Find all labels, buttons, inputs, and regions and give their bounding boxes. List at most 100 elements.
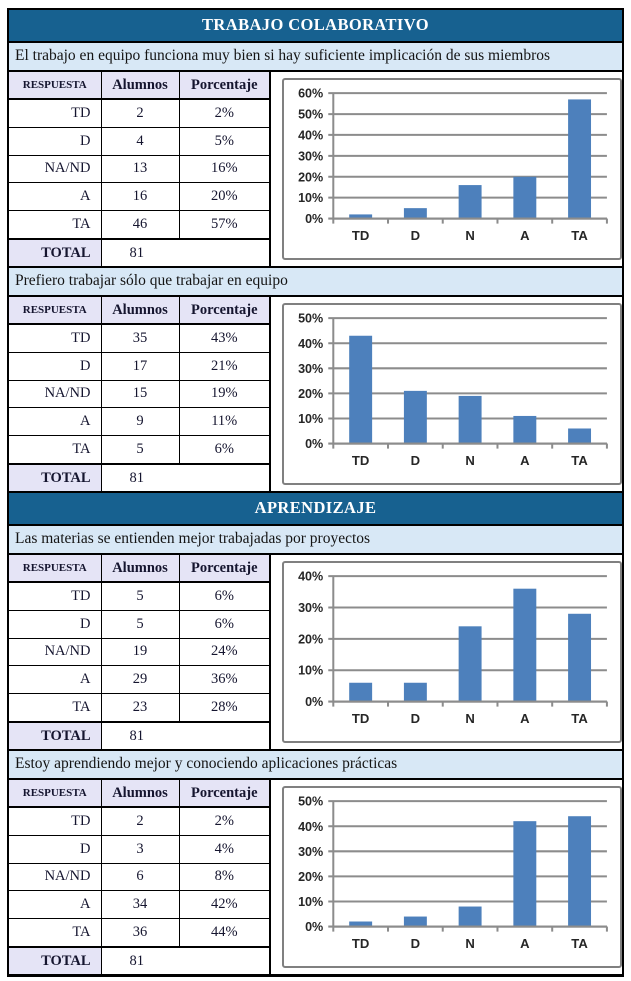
alumnos-cell: 16 bbox=[100, 182, 180, 212]
porcentaje-cell: 42% bbox=[178, 890, 271, 920]
bar bbox=[458, 185, 482, 219]
table-row: NA/ND 19 24% bbox=[9, 637, 271, 667]
table-row: NA/ND 13 16% bbox=[9, 154, 271, 184]
table-header-row: RESPUESTA Alumnos Porcentaje bbox=[9, 555, 271, 583]
column-header-respuesta: RESPUESTA bbox=[9, 780, 102, 808]
alumnos-cell: 3 bbox=[100, 834, 180, 864]
x-axis-label: A bbox=[520, 228, 530, 243]
column-header-alumnos: Alumnos bbox=[100, 780, 180, 808]
alumnos-cell: 36 bbox=[100, 918, 180, 948]
respuesta-cell: D bbox=[9, 834, 102, 864]
alumnos-cell: 17 bbox=[100, 351, 180, 381]
section-title-trabajo-colaborativo: TRABAJO COLABORATIVO bbox=[9, 10, 622, 43]
bar bbox=[349, 921, 373, 927]
x-axis-label: A bbox=[520, 711, 530, 726]
y-axis-label: 10% bbox=[298, 191, 323, 205]
bar-chart-svg: 0% 10% 20% 30% 40% 50% TD D N A TA bbox=[298, 795, 608, 951]
x-axis-label: D bbox=[411, 936, 420, 951]
y-axis-label: 50% bbox=[298, 108, 323, 122]
column-header-respuesta: RESPUESTA bbox=[9, 297, 102, 325]
respuesta-cell: TD bbox=[9, 806, 102, 836]
porcentaje-cell: 19% bbox=[178, 379, 271, 409]
bar bbox=[568, 613, 592, 702]
respuesta-cell: TD bbox=[9, 323, 102, 353]
x-axis-label: A bbox=[520, 453, 530, 468]
bar bbox=[349, 214, 373, 219]
table-row: TD 2 2% bbox=[9, 806, 271, 836]
table-header-row: RESPUESTA Alumnos Porcentaje bbox=[9, 780, 271, 808]
porcentaje-cell: 11% bbox=[178, 407, 271, 437]
porcentaje-cell: 2% bbox=[178, 98, 271, 128]
total-value: 81 bbox=[100, 463, 271, 491]
table-row: TA 5 6% bbox=[9, 435, 271, 465]
porcentaje-cell: 36% bbox=[178, 665, 271, 695]
table-row: A 16 20% bbox=[9, 182, 271, 212]
bar bbox=[403, 682, 427, 702]
section-title-aprendizaje: APRENDIZAJE bbox=[9, 493, 622, 526]
bar bbox=[513, 821, 537, 927]
y-axis-label: 20% bbox=[298, 870, 323, 884]
bar bbox=[403, 916, 427, 927]
x-axis-label: D bbox=[411, 228, 420, 243]
respuesta-cell: TD bbox=[9, 581, 102, 611]
table-row: A 9 11% bbox=[9, 407, 271, 437]
y-axis-label: 0% bbox=[305, 695, 323, 709]
bar bbox=[403, 390, 427, 444]
column-header-respuesta: RESPUESTA bbox=[9, 72, 102, 100]
chart-cell: 0% 10% 20% 30% 40% TD D N A TA bbox=[271, 555, 622, 749]
alumnos-cell: 34 bbox=[100, 890, 180, 920]
y-axis-label: 20% bbox=[298, 387, 323, 401]
respuesta-cell: NA/ND bbox=[9, 637, 102, 667]
total-value: 81 bbox=[100, 946, 271, 974]
alumnos-cell: 19 bbox=[100, 637, 180, 667]
y-axis-label: 10% bbox=[298, 412, 323, 426]
alumnos-cell: 4 bbox=[100, 126, 180, 156]
total-value: 81 bbox=[100, 238, 271, 266]
table-row: TA 23 28% bbox=[9, 693, 271, 723]
total-row: TOTAL 81 bbox=[9, 946, 271, 974]
results-table: RESPUESTA Alumnos Porcentaje TD 35 43% D 17 2… bbox=[9, 297, 271, 491]
alumnos-cell: 2 bbox=[100, 806, 180, 836]
results-table: RESPUESTA Alumnos Porcentaje TD 2 2% D 4 5% NA… bbox=[9, 72, 271, 266]
porcentaje-cell: 57% bbox=[178, 210, 271, 240]
bar-chart: 0% 10% 20% 30% 40% 50% 60% TD D N A TA bbox=[282, 78, 622, 260]
porcentaje-cell: 16% bbox=[178, 154, 271, 184]
y-axis-label: 40% bbox=[298, 570, 323, 584]
table-row: TD 35 43% bbox=[9, 323, 271, 353]
alumnos-cell: 35 bbox=[100, 323, 180, 353]
total-row: TOTAL 81 bbox=[9, 721, 271, 749]
total-label: TOTAL bbox=[9, 946, 102, 974]
respuesta-cell: TA bbox=[9, 918, 102, 948]
table-row: D 4 5% bbox=[9, 126, 271, 156]
porcentaje-cell: 44% bbox=[178, 918, 271, 948]
bar bbox=[349, 335, 373, 444]
bar bbox=[568, 99, 592, 219]
chart-cell: 0% 10% 20% 30% 40% 50% TD D N A TA bbox=[271, 297, 622, 491]
y-axis-label: 0% bbox=[305, 437, 323, 451]
x-axis-label: N bbox=[465, 711, 474, 726]
column-header-alumnos: Alumnos bbox=[100, 555, 180, 583]
bar bbox=[458, 906, 482, 927]
question-row: Las materias se entienden mejor trabajad… bbox=[9, 526, 622, 555]
total-value: 81 bbox=[100, 721, 271, 749]
bar bbox=[403, 208, 427, 219]
bar-chart-svg: 0% 10% 20% 30% 40% 50% TD D N A TA bbox=[298, 312, 608, 468]
chart-cell: 0% 10% 20% 30% 40% 50% TD D N A TA bbox=[271, 780, 622, 974]
column-header-porcentaje: Porcentaje bbox=[178, 780, 271, 808]
x-axis-label: TD bbox=[352, 711, 369, 726]
alumnos-cell: 2 bbox=[100, 98, 180, 128]
table-row: NA/ND 6 8% bbox=[9, 862, 271, 892]
x-axis-label: TA bbox=[571, 711, 588, 726]
y-axis-label: 40% bbox=[298, 820, 323, 834]
x-axis-label: TD bbox=[352, 228, 369, 243]
porcentaje-cell: 21% bbox=[178, 351, 271, 381]
x-axis-label: TA bbox=[571, 228, 588, 243]
x-axis-label: D bbox=[411, 711, 420, 726]
alumnos-cell: 15 bbox=[100, 379, 180, 409]
y-axis-label: 30% bbox=[298, 149, 323, 163]
porcentaje-cell: 6% bbox=[178, 609, 271, 639]
total-label: TOTAL bbox=[9, 721, 102, 749]
total-label: TOTAL bbox=[9, 238, 102, 266]
y-axis-label: 10% bbox=[298, 664, 323, 678]
bar-chart: 0% 10% 20% 30% 40% 50% TD D N A TA bbox=[282, 786, 622, 968]
